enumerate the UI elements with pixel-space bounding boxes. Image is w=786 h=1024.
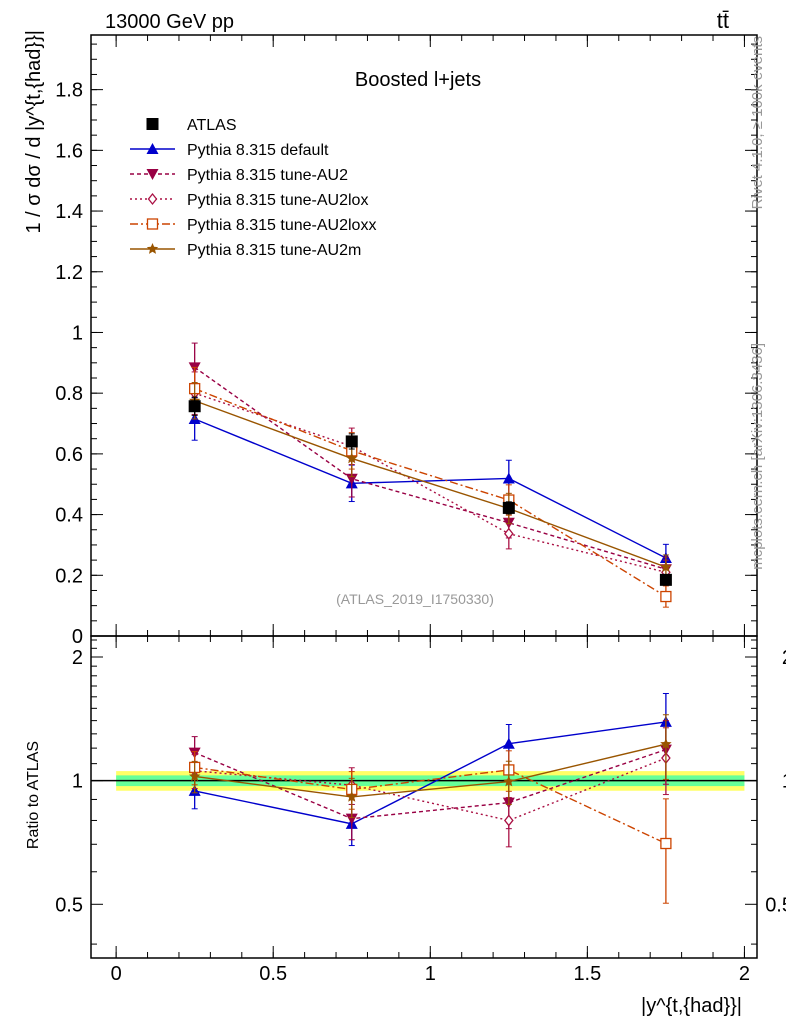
mcplots-label: mcplots.cern.ch [arXiv:1306.3436]	[749, 343, 766, 570]
x-tick-label: 2	[739, 963, 750, 985]
ratio-y-tick-label-right: 0.5	[765, 894, 786, 916]
legend-marker-ATLAS	[146, 118, 159, 130]
ratio-point-AU2m	[660, 738, 672, 749]
series-AU2loxx	[189, 366, 672, 608]
legend-entry-ATLAS: ATLAS	[146, 117, 237, 134]
main-panel: 0 0.2 0.4 0.6 0.8 1 1.2 1.4 1.6 1.8	[55, 34, 758, 648]
legend-label-AU2m: Pythia 8.315 tune-AU2m	[187, 242, 361, 259]
point-ATLAS	[502, 501, 515, 514]
legend-marker-AU2lox	[147, 192, 158, 206]
x-tick-label: 0	[111, 963, 122, 985]
series-default	[188, 397, 672, 573]
point-default	[502, 472, 515, 484]
legend-marker-AU2loxx	[146, 218, 159, 230]
point-AU2loxx	[660, 590, 672, 603]
x-tick-label: 0.5	[259, 963, 287, 985]
ratio-frame-border	[90, 635, 758, 959]
legend-label-AU2: Pythia 8.315 tune-AU2	[187, 167, 348, 184]
line-AU2loxx	[194, 387, 667, 598]
energy-label: 13000 GeV pp	[105, 11, 234, 33]
point-ATLAS	[659, 573, 672, 586]
process-label: tt̄	[717, 8, 729, 33]
ratio-panel: 0.5 0.5 1 1 2 2 0 0.5 1 1.5 2	[55, 635, 786, 985]
ratio-y-tick-label: 1	[72, 771, 83, 793]
legend-label-ATLAS: ATLAS	[187, 117, 237, 134]
y-tick-label: 1.6	[55, 140, 83, 162]
y-tick-label: 1	[72, 322, 83, 344]
rivet-label: Rivet 4.1.0, ≥ 100k events	[749, 36, 766, 209]
x-tick-label: 1.5	[573, 963, 601, 985]
ratio-line-default	[194, 721, 666, 825]
ratio-point-AU2loxx	[660, 837, 672, 850]
legend-entry-AU2m: Pythia 8.315 tune-AU2m	[130, 242, 361, 259]
legend-entry-AU2: Pythia 8.315 tune-AU2	[130, 167, 348, 184]
ratio-line-AU2loxx	[194, 766, 667, 845]
line-default	[194, 418, 667, 559]
ratio-point-AU2lox	[503, 814, 514, 827]
ratio-y-tick-label-right: 2	[782, 647, 786, 669]
legend-label-AU2loxx: Pythia 8.315 tune-AU2loxx	[187, 217, 376, 234]
y-tick-label: 1.4	[55, 201, 83, 223]
legend-label-default: Pythia 8.315 default	[187, 142, 329, 159]
y-tick-label: 1.8	[55, 80, 83, 102]
ratio-point-AU2m	[189, 770, 201, 782]
point-ATLAS	[188, 400, 201, 413]
legend-marker-AU2	[146, 169, 159, 180]
ratio-y-axis-label: Ratio to ATLAS	[25, 741, 42, 849]
legend-label-AU2lox: Pythia 8.315 tune-AU2lox	[187, 192, 368, 209]
legend-entry-AU2loxx: Pythia 8.315 tune-AU2loxx	[130, 217, 376, 234]
chart-marks	[188, 342, 672, 904]
series-AU2lox	[189, 371, 671, 585]
line-AU2	[194, 366, 667, 570]
legend-entry-default: Pythia 8.315 default	[130, 142, 329, 159]
y-tick-label: 0.8	[55, 383, 83, 405]
ratio-y-tick-label: 0.5	[55, 894, 83, 916]
series-AU2	[188, 342, 672, 582]
ratio-series-AU2m	[189, 714, 672, 819]
point-AU2m	[346, 452, 358, 464]
y-tick-label: 0	[72, 626, 83, 648]
point-AU2lox	[503, 527, 514, 540]
chart-title: Boosted l+jets	[355, 69, 481, 91]
ratio-point-AU2m	[346, 790, 358, 802]
line-AU2lox	[194, 392, 667, 573]
legend-entry-AU2lox: Pythia 8.315 tune-AU2lox	[130, 192, 368, 209]
analysis-tag: (ATLAS_2019_I1750330)	[336, 591, 494, 607]
ratio-point-AU2	[345, 813, 358, 825]
line-AU2m	[194, 400, 667, 568]
series-ATLAS	[188, 396, 672, 586]
ratio-y-tick-label-right: 1	[782, 771, 786, 793]
y-axis-label: 1 / σ dσ / d |y^{t,{had}}|	[23, 30, 45, 234]
x-tick-label: 1	[425, 963, 436, 985]
ratio-point-default	[502, 737, 515, 749]
ratio-line-AU2m	[194, 743, 667, 798]
ratio-series-default	[188, 692, 672, 847]
y-tick-label: 1.2	[55, 262, 83, 284]
legend-marker-AU2m	[146, 243, 159, 254]
y-tick-label: 0.6	[55, 444, 83, 466]
y-tick-label: 0.2	[55, 565, 83, 587]
ratio-line-AU2	[194, 748, 667, 820]
legend-marker-default	[146, 143, 159, 154]
ratio-point-AU2m	[503, 775, 515, 787]
x-axis-label: |y^{t,{had}}|	[641, 995, 742, 1017]
legend: ATLAS Pythia 8.315 default Pythia 8.315 tu…	[130, 117, 376, 259]
y-tick-label: 0.4	[55, 505, 83, 527]
ratio-y-tick-label: 2	[72, 647, 83, 669]
point-ATLAS	[345, 435, 358, 448]
point-AU2m	[660, 561, 672, 572]
